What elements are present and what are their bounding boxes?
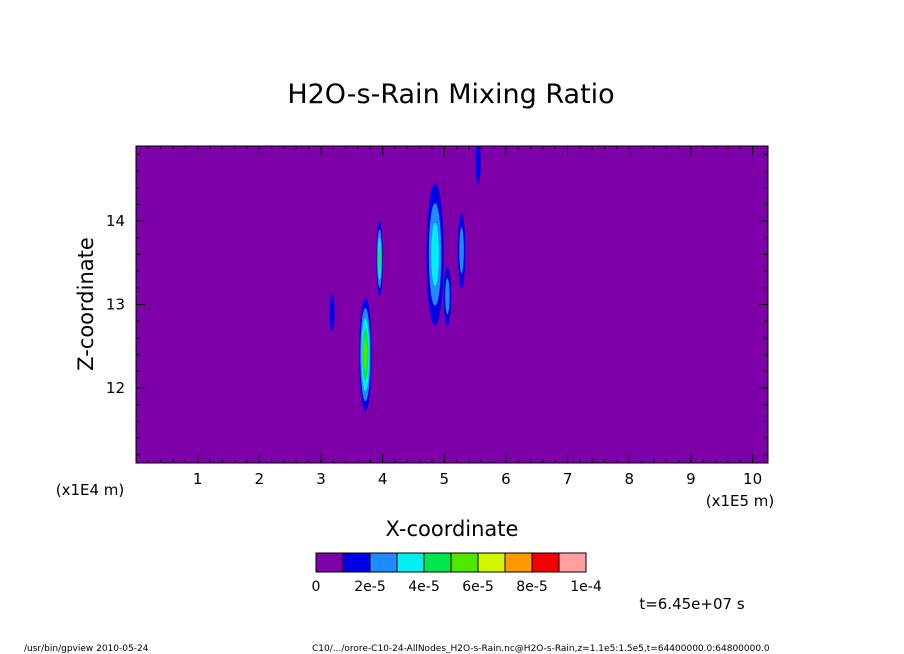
colorbar-swatch	[450, 552, 479, 573]
x-tick-label: 8	[624, 470, 634, 488]
colorbar-swatch	[423, 552, 452, 573]
y-tick-label: 13	[106, 296, 125, 314]
x-tick-label: 9	[686, 470, 696, 488]
contour-level-1	[329, 294, 335, 332]
rain-feature-1	[359, 297, 372, 412]
x-unit-label: (x1E5 m)	[706, 492, 775, 510]
colorbar-label: 2e-5	[354, 579, 385, 595]
x-tick-label: 7	[563, 470, 573, 488]
colorbar-label: 0	[312, 579, 321, 595]
rain-feature-3	[426, 183, 444, 326]
contour-level-2	[445, 278, 450, 315]
contour-level-5	[363, 338, 368, 371]
colorbar-swatch	[504, 552, 533, 573]
chart-title: H2O-s-Rain Mixing Ratio	[287, 79, 614, 110]
colorbar-swatch	[396, 552, 425, 573]
y-axis-label: Z-coordinate	[74, 237, 98, 371]
contour-level-3	[431, 222, 439, 286]
x-tick-label: 5	[440, 470, 450, 488]
y-unit-label: (x1E4 m)	[56, 481, 125, 499]
colorbar-label: 4e-5	[408, 579, 439, 595]
contour-level-4	[378, 245, 381, 272]
rain-feature-5	[457, 212, 466, 288]
x-tick-label: 6	[501, 470, 511, 488]
rain-feature-2	[376, 221, 383, 297]
colorbar-swatch	[531, 552, 560, 573]
plot-background	[136, 146, 768, 463]
colorbar-label: 1e-4	[570, 579, 602, 595]
contour-level-2	[459, 227, 464, 274]
y-tick-label: 14	[106, 212, 125, 230]
footer-left: /usr/bin/gpview 2010-05-24	[24, 644, 149, 654]
colorbar-labels: 0 2e-5 4e-5 6e-5 8e-5 1e-4	[312, 579, 602, 595]
axis-ticks	[136, 146, 768, 463]
colorbar-label: 8e-5	[516, 579, 547, 595]
rain-feature-4	[443, 266, 452, 326]
colorbar-swatch	[477, 552, 506, 573]
time-label: t=6.45e+07 s	[639, 595, 745, 613]
contour-level-1	[475, 146, 481, 184]
x-tick-label: 3	[316, 470, 326, 488]
colorbar-swatch	[342, 552, 371, 573]
colorbar-swatch	[315, 552, 344, 573]
rain-feature-0	[329, 294, 335, 332]
y-tick-labels: 12 13 14	[106, 212, 125, 397]
x-tick-labels: 1 2 3 4 5 6 7 8 9 10	[193, 470, 762, 488]
x-tick-label: 2	[255, 470, 265, 488]
x-tick-label: 1	[193, 470, 203, 488]
x-axis-label: X-coordinate	[386, 517, 519, 541]
x-tick-label: 10	[743, 470, 762, 488]
y-tick-label: 12	[106, 379, 125, 397]
contour-features	[329, 146, 481, 412]
plot-area	[135, 145, 769, 464]
colorbar-swatch	[369, 552, 398, 573]
colorbar	[315, 552, 587, 573]
colorbar-label: 6e-5	[462, 579, 493, 595]
rain-feature-6	[475, 146, 481, 184]
x-tick-label: 4	[378, 470, 388, 488]
footer-right: C10/.../orore-C10-24-AllNodes_H2O-s-Rain…	[312, 644, 770, 654]
colorbar-swatch	[558, 552, 587, 573]
